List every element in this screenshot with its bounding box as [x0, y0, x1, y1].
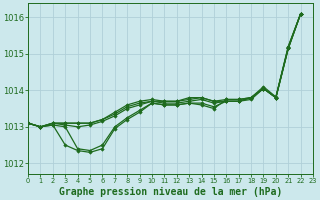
X-axis label: Graphe pression niveau de la mer (hPa): Graphe pression niveau de la mer (hPa): [59, 187, 282, 197]
